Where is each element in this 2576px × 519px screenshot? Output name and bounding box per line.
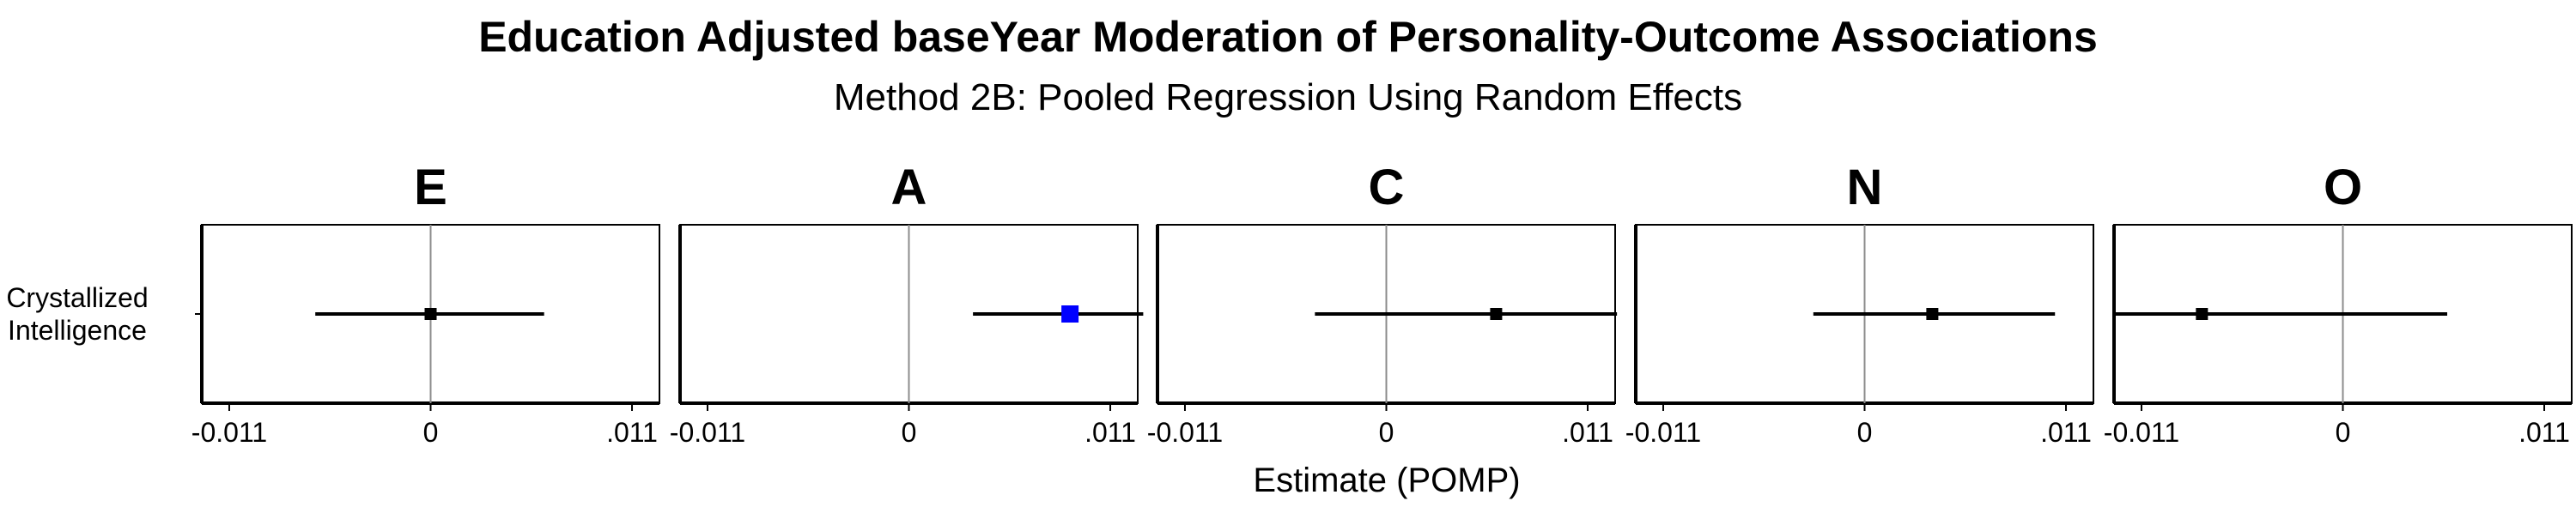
x-tick-label: -0.011 bbox=[1147, 417, 1223, 448]
x-tick-label: -0.011 bbox=[2104, 417, 2179, 448]
x-tick-label: .011 bbox=[1084, 417, 1136, 448]
facet-label-c: C bbox=[1369, 160, 1405, 215]
point-estimate-c bbox=[1490, 308, 1503, 320]
x-tick-label: 0 bbox=[423, 417, 439, 448]
x-tick-label: -0.011 bbox=[670, 417, 745, 448]
x-tick-label: 0 bbox=[902, 417, 917, 448]
y-category-label-line: Crystallized bbox=[6, 282, 148, 313]
x-axis-label: Estimate (POMP) bbox=[1253, 462, 1520, 499]
x-tick-label: .011 bbox=[2040, 417, 2092, 448]
x-tick-label: .011 bbox=[1562, 417, 1613, 448]
x-tick-label: 0 bbox=[1379, 417, 1394, 448]
facet-panels: E -0.011 0 .011 A -0.011 0 .011 C -0.011 0 .011 N -0.… bbox=[191, 160, 2573, 448]
point-estimate-n bbox=[1926, 308, 1939, 320]
x-tick-label: -0.011 bbox=[191, 417, 267, 448]
chart-subtitle: Method 2B: Pooled Regression Using Rando… bbox=[834, 76, 1742, 118]
facet-label-o: O bbox=[2324, 160, 2362, 215]
chart-title: Education Adjusted baseYear Moderation o… bbox=[478, 13, 2098, 61]
x-tick-label: .011 bbox=[2518, 417, 2570, 448]
y-category-label-line: Intelligence bbox=[8, 315, 147, 346]
facet-label-e: E bbox=[414, 160, 447, 215]
x-tick-label: -0.011 bbox=[1625, 417, 1701, 448]
facet-label-n: N bbox=[1847, 160, 1883, 215]
x-tick-label: 0 bbox=[2336, 417, 2351, 448]
point-estimate-o bbox=[2196, 308, 2208, 320]
x-tick-label: .011 bbox=[606, 417, 658, 448]
point-estimate-e bbox=[424, 308, 437, 320]
x-tick-label: 0 bbox=[1857, 417, 1873, 448]
point-estimate-a bbox=[1061, 305, 1079, 323]
y-category-label: Crystallized Intelligence bbox=[6, 282, 148, 346]
facet-label-a: A bbox=[891, 160, 927, 215]
